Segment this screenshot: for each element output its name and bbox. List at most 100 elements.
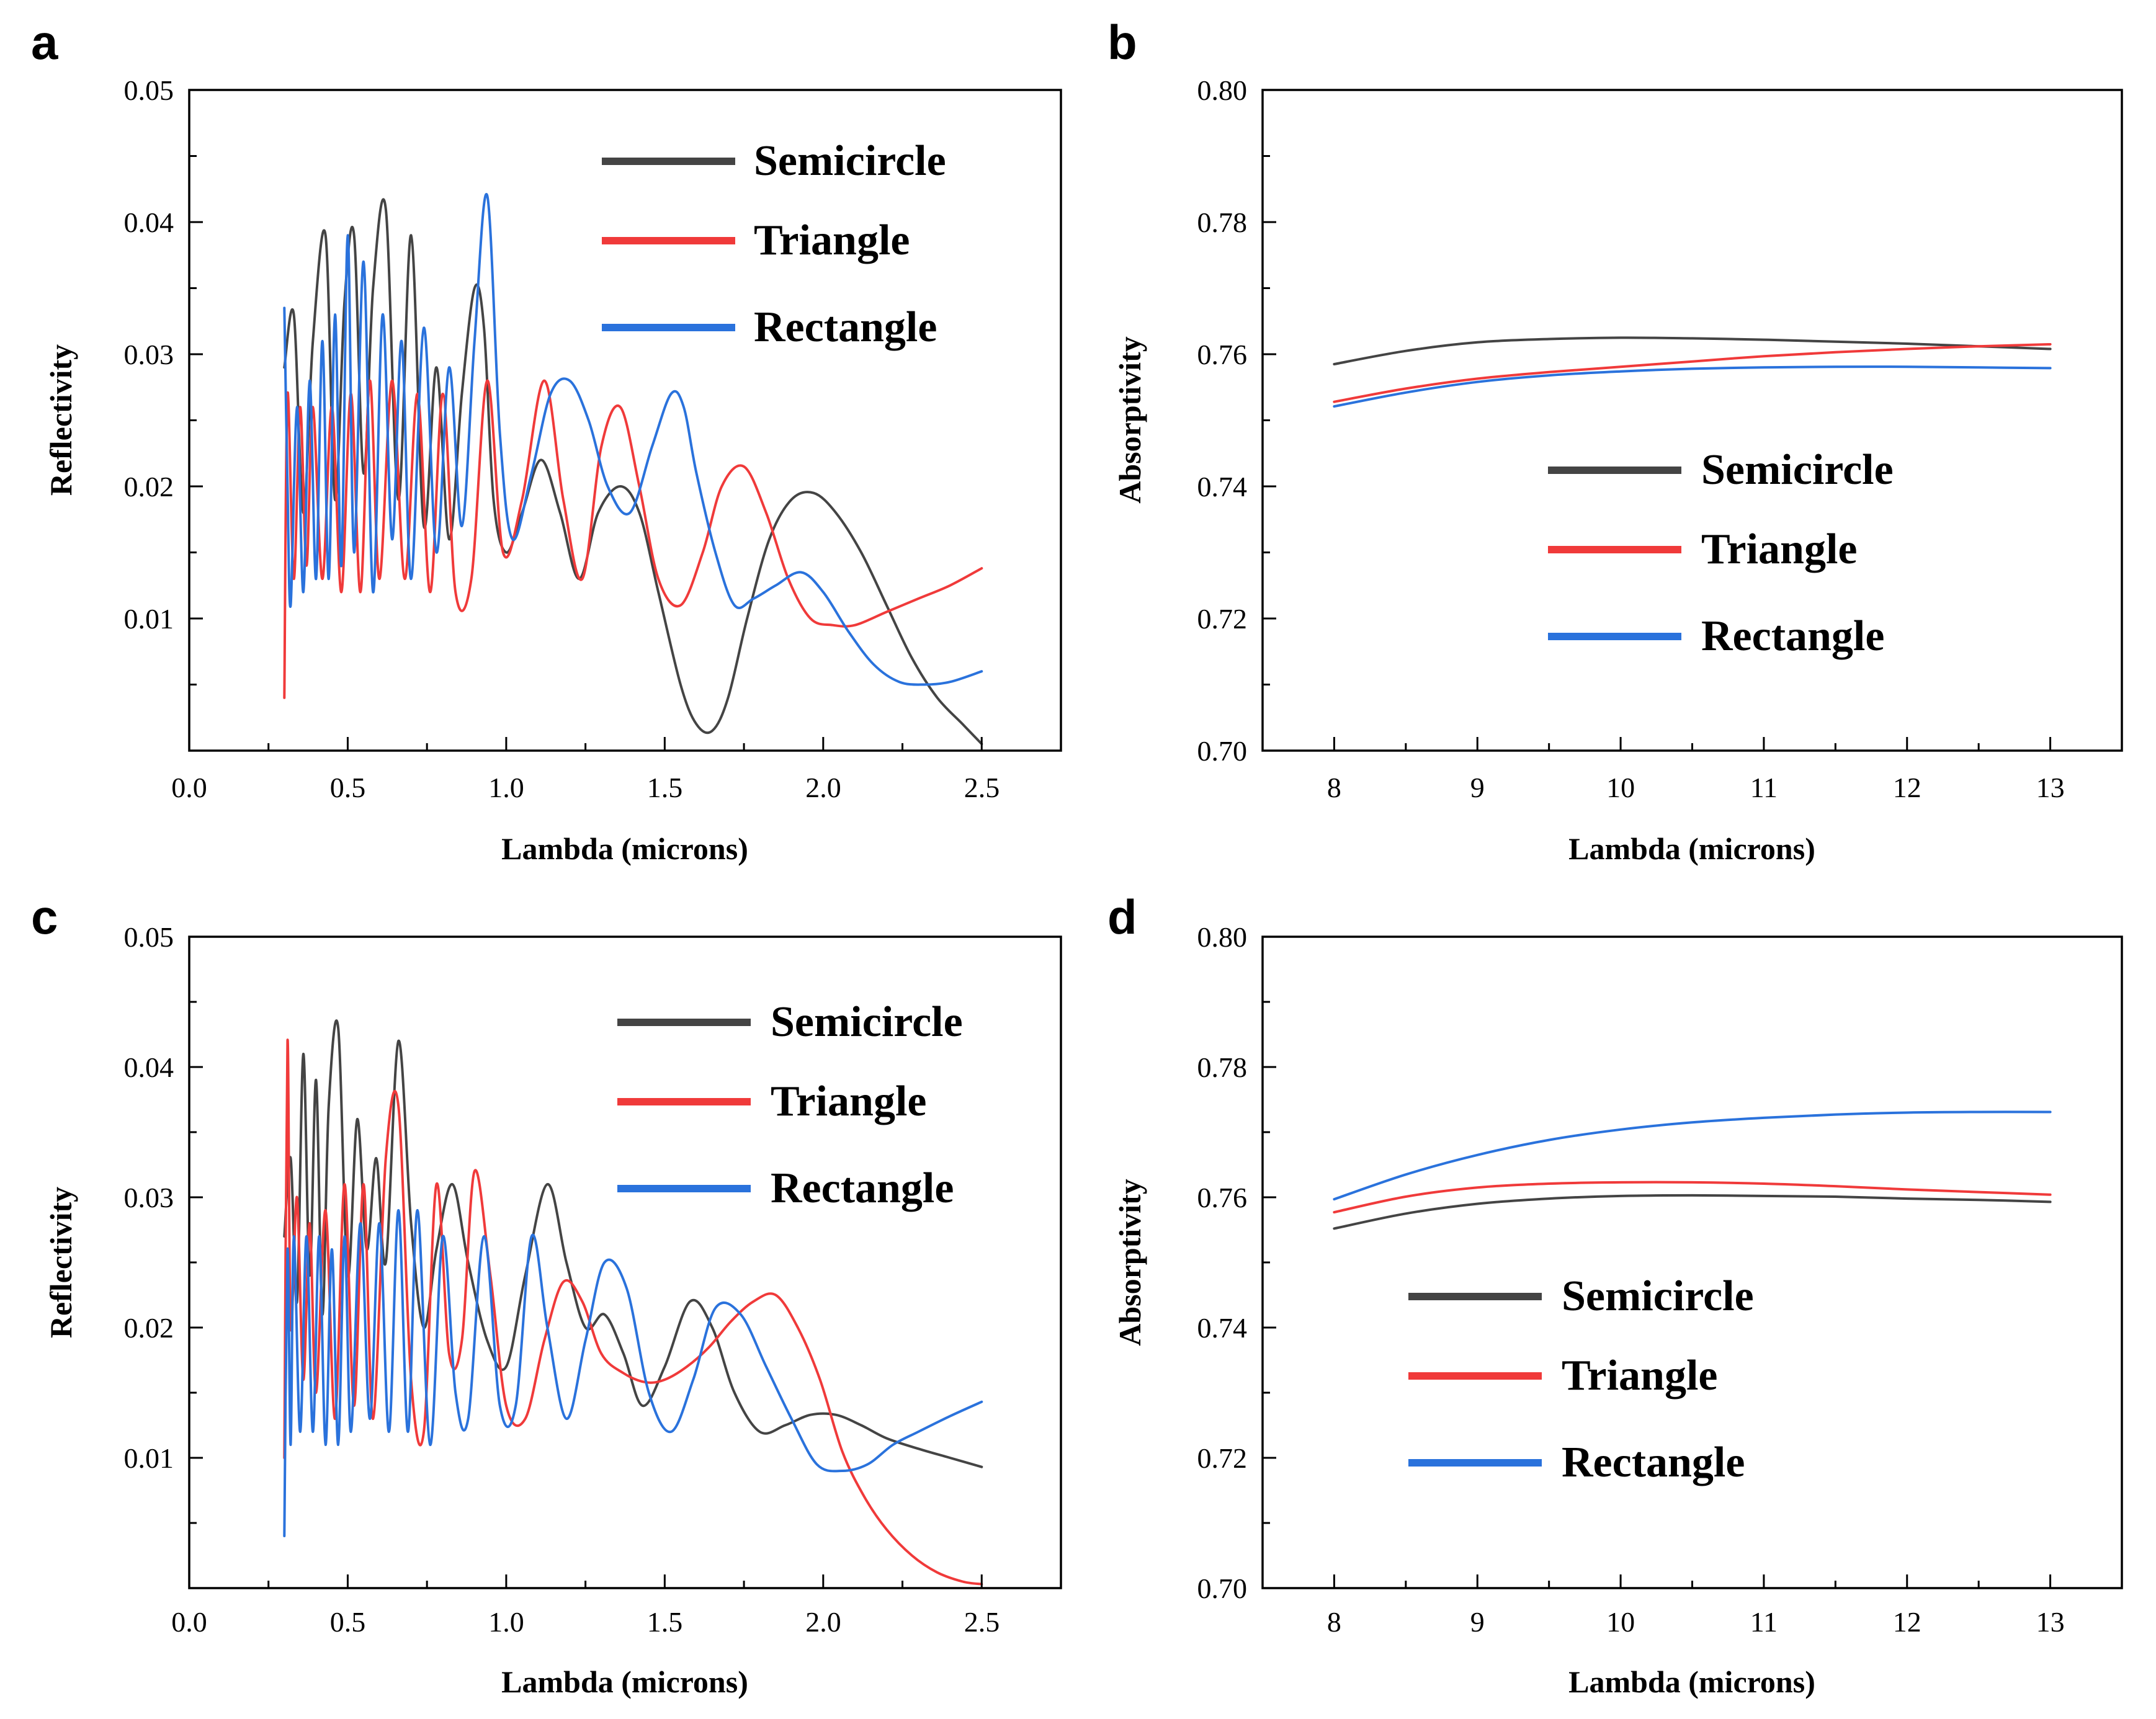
panel-b-x-tick-label: 11 bbox=[1750, 772, 1778, 803]
panel-a-x-tick-label: 1.5 bbox=[647, 772, 683, 803]
panel-b-plot-frame bbox=[1261, 89, 2123, 752]
panel-c-series-rectangle bbox=[283, 1208, 983, 1537]
panel-b-x-tick-label: 10 bbox=[1606, 772, 1635, 803]
panel-d-ticks bbox=[1261, 935, 2123, 1589]
panel-d: d 8 9 10 11 12 13 0.70 0.72 0.74 0.76 0.… bbox=[1107, 890, 2123, 1699]
panel-d-y-tick-label: 0.76 bbox=[1197, 1182, 1248, 1213]
panel-c-y-tick-labels: 0.01 0.02 0.03 0.04 0.05 bbox=[124, 921, 174, 1474]
panel-b-x-tick-label: 9 bbox=[1470, 772, 1485, 803]
panel-a-series bbox=[283, 192, 983, 746]
panel-d-y-tick-labels: 0.70 0.72 0.74 0.76 0.78 0.80 bbox=[1197, 921, 1248, 1604]
panel-a-y-tick-label: 0.03 bbox=[124, 339, 174, 370]
panel-c-y-tick-label: 0.04 bbox=[124, 1051, 174, 1083]
legend-label-triangle: Triangle bbox=[754, 217, 910, 264]
panel-a-y-tick-label: 0.05 bbox=[124, 74, 174, 106]
panel-c-y-axis-label: Reflectivity bbox=[43, 1187, 78, 1338]
panel-b-x-tick-label: 13 bbox=[2036, 772, 2065, 803]
panel-a-y-tick-label: 0.02 bbox=[124, 471, 174, 502]
panel-b-y-tick-label: 0.70 bbox=[1197, 735, 1248, 767]
panel-d-x-axis-label: Lambda (microns) bbox=[1568, 1664, 1815, 1699]
panel-c-x-tick-label: 0.0 bbox=[171, 1606, 207, 1638]
legend-label-rectangle: Rectangle bbox=[771, 1164, 954, 1212]
panel-d-y-axis-label: Absorptivity bbox=[1112, 1179, 1147, 1346]
panel-d-y-tick-label: 0.74 bbox=[1197, 1312, 1248, 1344]
panel-a-series-semicircle bbox=[283, 198, 983, 746]
panel-d-letter: d bbox=[1107, 890, 1137, 944]
panel-d-x-tick-label: 11 bbox=[1750, 1606, 1778, 1638]
panel-d-y-tick-label: 0.80 bbox=[1197, 921, 1248, 953]
panel-a-x-tick-label: 1.0 bbox=[488, 772, 524, 803]
panel-a-x-tick-label: 0.5 bbox=[330, 772, 366, 803]
panel-c-letter: c bbox=[31, 890, 58, 944]
panel-d-x-tick-labels: 8 9 10 11 12 13 bbox=[1327, 1606, 2065, 1638]
panel-b-y-tick-label: 0.74 bbox=[1197, 471, 1248, 502]
legend-label-semicircle: Semicircle bbox=[754, 137, 946, 185]
panel-d-legend: Semicircle Triangle Rectangle bbox=[1408, 1272, 1754, 1486]
panel-b-ticks bbox=[1261, 89, 2123, 752]
panel-a-x-tick-label: 2.5 bbox=[964, 772, 1000, 803]
legend-label-rectangle: Rectangle bbox=[1701, 612, 1884, 660]
panel-d-series-semicircle bbox=[1333, 1194, 2052, 1230]
legend-label-rectangle: Rectangle bbox=[754, 303, 937, 351]
panel-a-legend: Semicircle Triangle Rectangle bbox=[602, 137, 946, 351]
panel-d-x-tick-label: 10 bbox=[1606, 1606, 1635, 1638]
panel-a: a 0.0 0.5 1.0 1.5 2.0 2.5 0.01 0.02 0.03… bbox=[31, 15, 1062, 866]
panel-b-series bbox=[1333, 336, 2052, 408]
panel-d-y-tick-label: 0.70 bbox=[1197, 1573, 1248, 1604]
panel-a-x-tick-label: 0.0 bbox=[171, 772, 207, 803]
panel-a-x-axis-label: Lambda (microns) bbox=[501, 831, 748, 866]
panel-b-letter: b bbox=[1107, 15, 1137, 69]
panel-b-y-tick-label: 0.78 bbox=[1197, 207, 1248, 238]
panel-a-y-tick-label: 0.04 bbox=[124, 207, 174, 238]
panel-b-x-tick-labels: 8 9 10 11 12 13 bbox=[1327, 772, 2065, 803]
panel-d-x-tick-label: 8 bbox=[1327, 1606, 1341, 1638]
panel-a-x-tick-labels: 0.0 0.5 1.0 1.5 2.0 2.5 bbox=[171, 772, 1000, 803]
panel-c-series-semicircle bbox=[283, 1019, 983, 1468]
panel-d-series-triangle bbox=[1333, 1181, 2052, 1214]
panel-c-y-tick-label: 0.02 bbox=[124, 1312, 174, 1344]
panel-d-x-tick-label: 9 bbox=[1470, 1606, 1485, 1638]
panel-d-plot-frame bbox=[1261, 935, 2123, 1589]
panel-a-series-triangle bbox=[283, 379, 983, 699]
panel-c-x-tick-label: 0.5 bbox=[330, 1606, 366, 1638]
panel-b-series-semicircle bbox=[1333, 336, 2052, 365]
panel-a-y-tick-label: 0.01 bbox=[124, 603, 174, 635]
panel-b-x-tick-label: 12 bbox=[1893, 772, 1921, 803]
legend-label-triangle: Triangle bbox=[1562, 1352, 1717, 1400]
legend-label-rectangle: Rectangle bbox=[1562, 1439, 1745, 1486]
panel-b-y-axis-label: Absorptivity bbox=[1112, 336, 1147, 503]
panel-b-y-tick-labels: 0.70 0.72 0.74 0.76 0.78 0.80 bbox=[1197, 74, 1248, 767]
panel-d-y-tick-label: 0.72 bbox=[1197, 1442, 1248, 1474]
panel-c-legend: Semicircle Triangle Rectangle bbox=[617, 998, 963, 1212]
panel-a-series-rectangle bbox=[283, 192, 983, 686]
panel-b-y-tick-label: 0.80 bbox=[1197, 74, 1248, 106]
panel-c-x-tick-label: 2.5 bbox=[964, 1606, 1000, 1638]
panel-c-y-tick-label: 0.05 bbox=[124, 921, 174, 953]
panel-a-ticks bbox=[188, 89, 1062, 752]
legend-label-triangle: Triangle bbox=[771, 1078, 926, 1125]
panel-b-series-triangle bbox=[1333, 343, 2052, 403]
panel-d-x-tick-label: 13 bbox=[2036, 1606, 2065, 1638]
panel-c-x-tick-label: 1.0 bbox=[488, 1606, 524, 1638]
panel-c-x-tick-label: 2.0 bbox=[805, 1606, 841, 1638]
panel-a-y-axis-label: Reflectivity bbox=[43, 344, 78, 496]
panel-b-x-tick-label: 8 bbox=[1327, 772, 1341, 803]
panel-d-x-tick-label: 12 bbox=[1893, 1606, 1921, 1638]
panel-a-letter: a bbox=[31, 15, 58, 69]
panel-c-series bbox=[283, 1019, 983, 1586]
panel-b-x-axis-label: Lambda (microns) bbox=[1568, 831, 1815, 866]
panel-c-x-tick-label: 1.5 bbox=[647, 1606, 683, 1638]
panel-c-x-axis-label: Lambda (microns) bbox=[501, 1664, 748, 1699]
panel-c-y-tick-label: 0.03 bbox=[124, 1182, 174, 1213]
panel-c-ticks bbox=[188, 935, 1062, 1589]
panel-b: b 8 9 10 11 12 13 0.70 0.72 0.74 0.76 0.… bbox=[1107, 15, 2123, 866]
panel-d-y-tick-label: 0.78 bbox=[1197, 1051, 1248, 1083]
panel-b-y-tick-label: 0.72 bbox=[1197, 603, 1248, 635]
legend-label-triangle: Triangle bbox=[1701, 525, 1857, 573]
panel-b-y-tick-label: 0.76 bbox=[1197, 339, 1248, 370]
panel-b-legend: Semicircle Triangle Rectangle bbox=[1548, 446, 1894, 660]
panel-b-series-rectangle bbox=[1333, 365, 2052, 408]
panel-a-y-tick-labels: 0.01 0.02 0.03 0.04 0.05 bbox=[124, 74, 174, 635]
panel-c: c 0.0 0.5 1.0 1.5 2.0 2.5 0.01 0.02 0.03… bbox=[31, 890, 1062, 1699]
